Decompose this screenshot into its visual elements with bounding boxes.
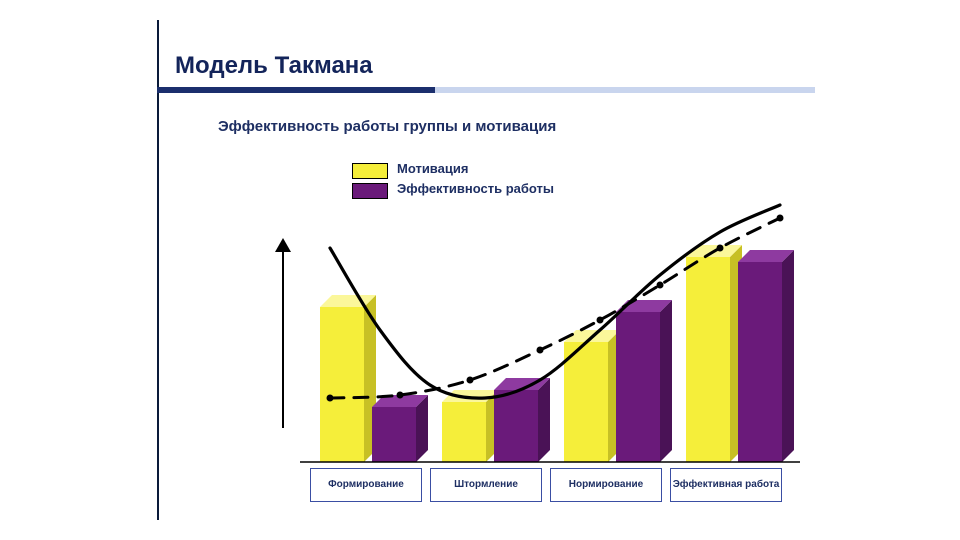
stage-box-forming: Формирование [310, 468, 422, 502]
stage-box-performing: Эффективная работа [670, 468, 782, 502]
stage-label: Штормление [454, 480, 518, 491]
slide-canvas: Модель Такмана Эффективность работы груп… [0, 0, 960, 540]
stage-box-norming: Нормирование [550, 468, 662, 502]
stage-label: Нормирование [569, 480, 643, 491]
stage-label: Эффективная работа [673, 480, 780, 491]
stage-box-storming: Штормление [430, 468, 542, 502]
chart [0, 0, 960, 540]
stage-label: Формирование [328, 480, 404, 491]
